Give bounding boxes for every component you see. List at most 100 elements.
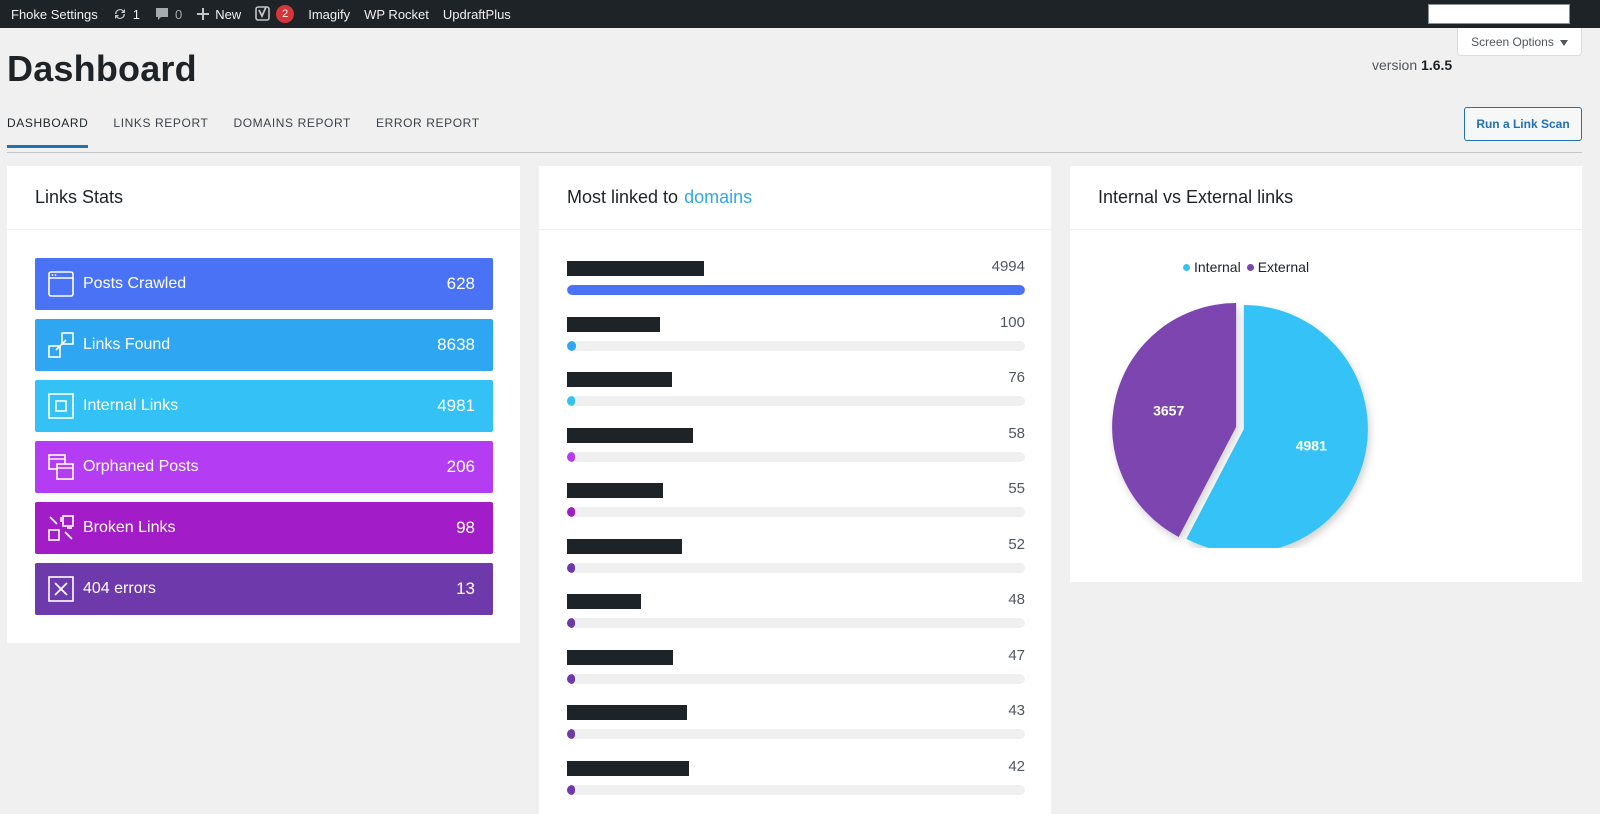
legend-label-internal: Internal <box>1194 259 1241 275</box>
pie-slice-internal[interactable] <box>1186 304 1368 548</box>
comments-count: 0 <box>174 6 183 22</box>
pie-chart: 4981 3657 <box>1112 303 1368 548</box>
domain-bar-track <box>567 618 1025 628</box>
legend-item-external[interactable]: External <box>1246 259 1310 275</box>
updates-count: 1 <box>132 6 140 22</box>
domain-bar-track <box>567 451 1025 462</box>
domain-bar-fill <box>567 784 575 795</box>
domain-row: 100 <box>567 314 1025 354</box>
broken-link-icon <box>47 514 75 542</box>
tab-links-report[interactable]: LINKS REPORT <box>113 116 209 130</box>
updates-link[interactable]: 1 <box>105 0 147 28</box>
admin-bar: Fhoke Settings 1 0 New 2 Imagify WP Rock… <box>0 0 1600 28</box>
square-icon <box>47 392 75 420</box>
domain-row: 52 <box>567 536 1025 576</box>
yoast-link[interactable]: 2 <box>248 0 301 28</box>
version-info: version 1.6.5 <box>1372 57 1452 73</box>
domain-bar-track <box>567 784 1025 795</box>
adminbar-updraftplus[interactable]: UpdraftPlus <box>442 6 511 22</box>
tab-domains-report[interactable]: DOMAINS REPORT <box>233 116 351 130</box>
stat-404-errors[interactable]: 404 errors 13 <box>35 563 493 615</box>
stat-internal-links[interactable]: Internal Links 4981 <box>35 380 493 432</box>
domain-link-count: 42 <box>1008 757 1025 775</box>
legend-dot-internal <box>1183 263 1190 271</box>
domain-bar-fill <box>567 562 575 573</box>
refresh-icon <box>112 6 128 22</box>
domain-bar-fill <box>567 618 575 628</box>
domain-row: 55 <box>567 480 1025 520</box>
yoast-icon <box>255 5 271 23</box>
domain-name-redacted <box>567 594 641 609</box>
new-label: New <box>215 6 242 22</box>
yoast-notification-badge: 2 <box>276 5 295 23</box>
domain-name-redacted <box>567 316 660 332</box>
domain-name-redacted <box>567 372 672 387</box>
domain-link-count: 47 <box>1008 646 1025 664</box>
domain-bar-track <box>567 396 1025 406</box>
domain-link-count: 58 <box>1008 424 1025 442</box>
domain-row: 4994 <box>567 258 1025 298</box>
domain-name-redacted <box>567 538 682 554</box>
domain-name-redacted <box>567 261 704 276</box>
domain-link-count: 52 <box>1008 535 1025 553</box>
adminbar-imagify[interactable]: Imagify <box>308 6 351 22</box>
domain-link-count: 43 <box>1008 702 1025 719</box>
domain-row: 42 <box>567 758 1025 798</box>
screen-options-button[interactable]: Screen Options <box>1457 28 1582 56</box>
domain-name-redacted <box>567 705 687 720</box>
adminbar-wp-rocket[interactable]: WP Rocket <box>364 6 429 22</box>
site-name-link[interactable]: Fhoke Settings <box>0 0 105 28</box>
links-stats-header: Links Stats <box>7 166 520 230</box>
stat-links-found[interactable]: Links Found 8638 <box>35 319 493 371</box>
stat-value: 628 <box>446 274 475 293</box>
domain-name-redacted <box>567 649 673 665</box>
stat-posts-crawled[interactable]: Posts Crawled 628 <box>35 258 493 310</box>
domain-row: 47 <box>567 647 1025 687</box>
stacked-windows-icon <box>47 453 75 481</box>
links-stats-card: Links Stats Posts Crawled 628 Links Foun… <box>7 166 520 643</box>
domains-title: Most linked to <box>567 187 679 207</box>
run-link-scan-button[interactable]: Run a Link Scan <box>1464 107 1582 141</box>
adminbar-search-input[interactable] <box>1428 4 1570 24</box>
links-stats-title: Links Stats <box>35 187 124 207</box>
tab-error-report[interactable]: ERROR REPORT <box>375 116 480 130</box>
pie-label-internal: 4981 <box>1296 438 1327 454</box>
domain-bar-track <box>567 729 1025 739</box>
legend-label-external: External <box>1257 259 1310 275</box>
stat-label: Posts Crawled <box>83 275 187 292</box>
domains-link[interactable]: domains <box>684 187 753 207</box>
domain-bar-fill <box>567 729 575 739</box>
domain-bar-fill <box>567 340 577 351</box>
domain-name-redacted <box>567 427 693 443</box>
domain-bar-track <box>567 340 1025 351</box>
page-title: Dashboard <box>7 48 197 89</box>
domain-row: 43 <box>567 702 1025 742</box>
domain-bar-fill <box>567 451 575 462</box>
domain-bar-track <box>567 285 1025 295</box>
internal-vs-external-card: Internal vs External links Internal Exte… <box>1070 166 1582 582</box>
link-icon <box>47 331 75 359</box>
comments-link[interactable]: 0 <box>147 0 189 28</box>
stat-orphaned-posts[interactable]: Orphaned Posts 206 <box>35 441 493 493</box>
new-content-link[interactable]: New <box>189 0 248 28</box>
domain-bar-track <box>567 562 1025 573</box>
pie-slice-external[interactable] <box>1112 303 1237 537</box>
legend-item-internal[interactable]: Internal <box>1183 259 1241 275</box>
domain-row: 76 <box>567 369 1025 409</box>
legend-dot-external <box>1246 263 1254 271</box>
stat-label: Orphaned Posts <box>83 458 199 475</box>
stat-broken-links[interactable]: Broken Links 98 <box>35 502 493 554</box>
stat-label: Links Found <box>83 336 171 353</box>
domain-link-count: 55 <box>1008 480 1025 497</box>
screen-options-label: Screen Options <box>1471 34 1554 49</box>
domain-row: 58 <box>567 425 1025 465</box>
domain-bar-track <box>567 673 1025 684</box>
version-label: version <box>1372 57 1418 73</box>
tab-bar: DASHBOARD LINKS REPORT DOMAINS REPORT ER… <box>7 116 480 148</box>
tab-dashboard[interactable]: DASHBOARD <box>7 116 89 148</box>
domains-header: Most linked to domains <box>539 166 1051 230</box>
pie-card-header: Internal vs External links <box>1070 166 1582 230</box>
domain-row: 48 <box>567 591 1025 631</box>
domain-bar-fill <box>567 673 575 684</box>
domain-name-redacted <box>567 483 663 498</box>
